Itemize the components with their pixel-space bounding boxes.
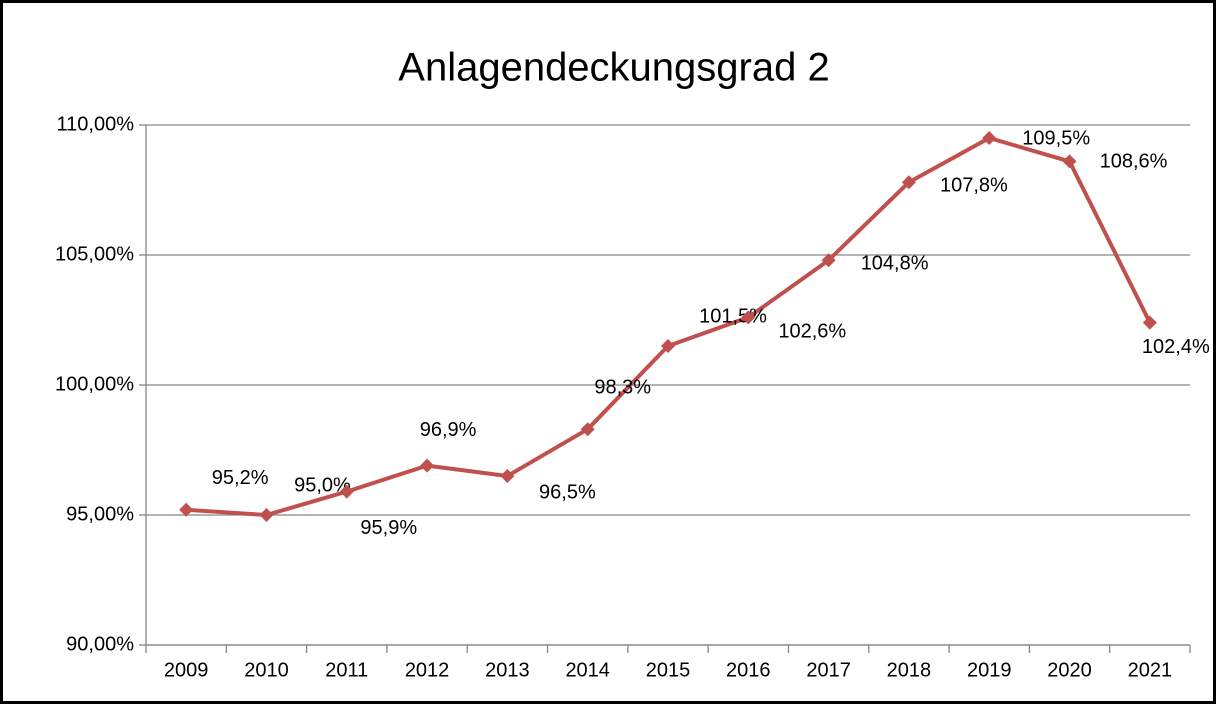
data-point bbox=[500, 469, 515, 483]
data-label: 102,6% bbox=[778, 321, 846, 343]
data-label: 104,8% bbox=[861, 252, 929, 274]
data-point bbox=[982, 131, 997, 145]
data-label: 107,8% bbox=[940, 174, 1008, 196]
x-tick-label: 2014 bbox=[565, 659, 610, 681]
y-tick-label: 100,00% bbox=[55, 373, 134, 395]
x-tick-label: 2015 bbox=[646, 659, 691, 681]
data-label: 95,9% bbox=[360, 517, 417, 539]
data-label: 96,9% bbox=[420, 419, 477, 441]
chart-title: Anlagendeckungsgrad 2 bbox=[398, 46, 829, 90]
x-tick-label: 2016 bbox=[726, 659, 771, 681]
y-tick-label: 105,00% bbox=[55, 243, 134, 265]
x-tick-label: 2019 bbox=[967, 659, 1012, 681]
data-label: 102,4% bbox=[1142, 336, 1210, 358]
data-point bbox=[741, 310, 756, 325]
data-label: 98,3% bbox=[594, 376, 651, 398]
data-label: 95,2% bbox=[212, 467, 269, 489]
data-label: 108,6% bbox=[1100, 151, 1168, 173]
x-tick-label: 2010 bbox=[244, 659, 289, 681]
data-label: 95,0% bbox=[294, 474, 351, 496]
y-tick-label: 95,00% bbox=[66, 503, 134, 525]
data-point bbox=[661, 339, 675, 353]
data-label: 101,5% bbox=[699, 305, 767, 327]
x-tick-label: 2011 bbox=[325, 659, 368, 681]
data-point bbox=[179, 502, 194, 517]
x-tick-label: 2018 bbox=[887, 659, 932, 681]
y-tick-label: 90,00% bbox=[66, 633, 134, 655]
x-tick-label: 2009 bbox=[164, 659, 209, 681]
data-label: 96,5% bbox=[539, 481, 596, 503]
x-tick-label: 2013 bbox=[485, 659, 530, 681]
data-point bbox=[580, 422, 595, 437]
data-point bbox=[420, 458, 435, 473]
data-point bbox=[259, 508, 274, 522]
data-label: 109,5% bbox=[1022, 127, 1090, 149]
data-point bbox=[901, 175, 916, 190]
data-point bbox=[821, 253, 836, 268]
data-point bbox=[339, 484, 354, 499]
x-tick-label: 2012 bbox=[405, 659, 450, 681]
x-tick-label: 2017 bbox=[806, 659, 851, 681]
x-tick-label: 2021 bbox=[1128, 659, 1173, 681]
x-tick-label: 2020 bbox=[1047, 659, 1092, 681]
data-point bbox=[1142, 315, 1157, 330]
data-point bbox=[1062, 154, 1077, 169]
y-tick-label: 110,00% bbox=[57, 113, 135, 135]
